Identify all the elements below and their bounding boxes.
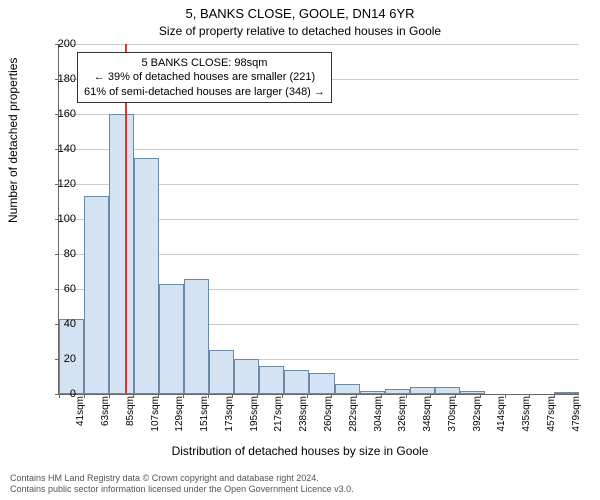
annotation-line1: 5 BANKS CLOSE: 98sqm: [84, 56, 325, 70]
xtick-label: 107sqm: [150, 396, 161, 432]
histogram-bar: [435, 387, 460, 394]
xtick-label: 435sqm: [521, 396, 532, 432]
annotation-box: 5 BANKS CLOSE: 98sqm ← 39% of detached h…: [77, 52, 332, 103]
xtick-mark: [158, 394, 159, 398]
ytick-label: 80: [48, 248, 76, 260]
xtick-label: 151sqm: [199, 396, 210, 432]
xtick-mark: [505, 394, 506, 398]
histogram-bar: [234, 359, 259, 394]
histogram-bar: [309, 373, 334, 394]
x-axis-label: Distribution of detached houses by size …: [0, 444, 600, 458]
y-axis-label: Number of detached properties: [6, 58, 20, 223]
histogram-bar: [259, 366, 284, 394]
ytick-label: 0: [48, 388, 76, 400]
xtick-label: 392sqm: [472, 396, 483, 432]
histogram-bar: [109, 114, 134, 394]
ytick-label: 120: [48, 178, 76, 190]
xtick-mark: [257, 394, 258, 398]
xtick-mark: [331, 394, 332, 398]
xtick-label: 195sqm: [249, 396, 260, 432]
ytick-label: 20: [48, 353, 76, 365]
chart-title: 5, BANKS CLOSE, GOOLE, DN14 6YR: [0, 6, 600, 21]
histogram-bar: [184, 279, 209, 395]
xtick-mark: [133, 394, 134, 398]
xtick-label: 41sqm: [75, 396, 86, 426]
xtick-label: 414sqm: [496, 396, 507, 432]
xtick-label: 304sqm: [373, 396, 384, 432]
ytick-label: 40: [48, 318, 76, 330]
xtick-mark: [183, 394, 184, 398]
xtick-mark: [480, 394, 481, 398]
xtick-label: 326sqm: [397, 396, 408, 432]
xtick-mark: [84, 394, 85, 398]
xtick-mark: [232, 394, 233, 398]
xtick-label: 457sqm: [546, 396, 557, 432]
ytick-label: 100: [48, 213, 76, 225]
xtick-mark: [430, 394, 431, 398]
histogram-bar: [554, 392, 579, 394]
footer-line2: Contains public sector information licen…: [10, 484, 590, 496]
histogram-bar: [410, 387, 435, 394]
xtick-label: 173sqm: [224, 396, 235, 432]
ytick-label: 160: [48, 108, 76, 120]
xtick-mark: [406, 394, 407, 398]
xtick-mark: [455, 394, 456, 398]
chart-subtitle: Size of property relative to detached ho…: [0, 24, 600, 38]
histogram-bar: [284, 370, 309, 395]
annotation-line2: ← 39% of detached houses are smaller (22…: [84, 70, 325, 84]
xtick-mark: [529, 394, 530, 398]
xtick-mark: [109, 394, 110, 398]
xtick-mark: [307, 394, 308, 398]
ytick-label: 180: [48, 73, 76, 85]
histogram-bar: [84, 196, 109, 394]
xtick-label: 348sqm: [422, 396, 433, 432]
xtick-label: 217sqm: [273, 396, 284, 432]
xtick-mark: [554, 394, 555, 398]
xtick-label: 282sqm: [348, 396, 359, 432]
property-size-chart: 5, BANKS CLOSE, GOOLE, DN14 6YR Size of …: [0, 0, 600, 500]
plot-area: 5 BANKS CLOSE: 98sqm ← 39% of detached h…: [58, 44, 579, 395]
footer-line1: Contains HM Land Registry data © Crown c…: [10, 473, 590, 485]
xtick-label: 238sqm: [298, 396, 309, 432]
xtick-label: 479sqm: [571, 396, 582, 432]
histogram-bar: [460, 391, 485, 395]
xtick-label: 370sqm: [447, 396, 458, 432]
xtick-mark: [381, 394, 382, 398]
histogram-bar: [134, 158, 159, 394]
xtick-label: 85sqm: [125, 396, 136, 426]
ytick-label: 140: [48, 143, 76, 155]
ytick-label: 200: [48, 38, 76, 50]
xtick-mark: [282, 394, 283, 398]
xtick-label: 63sqm: [100, 396, 111, 426]
annotation-line3: 61% of semi-detached houses are larger (…: [84, 85, 325, 99]
xtick-label: 129sqm: [174, 396, 185, 432]
histogram-bar: [209, 350, 234, 394]
xtick-label: 260sqm: [323, 396, 334, 432]
chart-footer: Contains HM Land Registry data © Crown c…: [10, 473, 590, 496]
histogram-bar: [159, 284, 184, 394]
xtick-mark: [208, 394, 209, 398]
xtick-mark: [356, 394, 357, 398]
histogram-bar: [335, 384, 360, 395]
ytick-label: 60: [48, 283, 76, 295]
